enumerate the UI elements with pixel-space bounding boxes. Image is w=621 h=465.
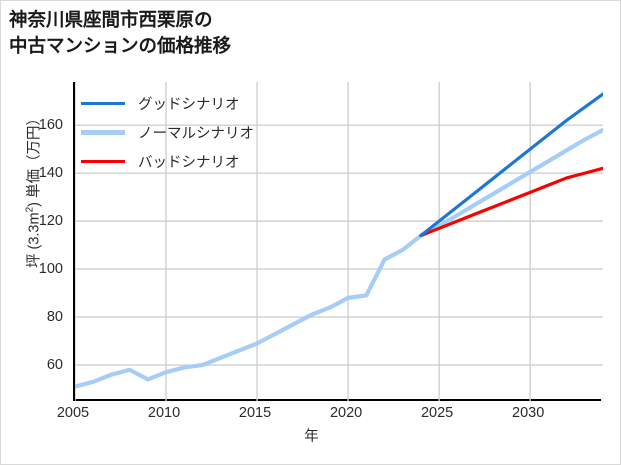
y-axis-title-prefix: 坪 (3.3m bbox=[26, 212, 43, 269]
plot-area bbox=[73, 82, 603, 401]
y-tick-100: 100 bbox=[38, 261, 63, 278]
x-tick-2025: 2025 bbox=[420, 405, 454, 421]
x-tick-2010: 2010 bbox=[147, 405, 181, 421]
y-tick-140: 140 bbox=[38, 165, 63, 182]
x-axis-tick-labels: 2005 2010 2015 2020 2025 2030 bbox=[1, 405, 620, 429]
legend-color-swatch bbox=[81, 130, 125, 135]
chart-legend: グッドシナリオ ノーマルシナリオ バッドシナリオ bbox=[81, 89, 296, 176]
legend-color-swatch bbox=[81, 101, 125, 106]
legend-item-1[interactable]: ノーマルシナリオ bbox=[81, 118, 296, 147]
y-axis-title-superscript: 2 bbox=[24, 206, 36, 213]
x-tick-2005: 2005 bbox=[56, 405, 90, 421]
y-axis-title-suffix: ) 単価（万円） bbox=[26, 111, 43, 207]
legend-label: グッドシナリオ bbox=[138, 97, 240, 113]
series-line-グッドシナリオ bbox=[419, 92, 603, 238]
y-axis-tick-labels: 60 80 100 120 140 160 bbox=[1, 1, 69, 464]
legend-item-0[interactable]: グッドシナリオ bbox=[81, 89, 296, 118]
y-tick-80: 80 bbox=[46, 309, 63, 326]
x-axis-title: 年 bbox=[304, 429, 319, 445]
y-axis-title: 坪 (3.3m2) 単価（万円） bbox=[23, 60, 44, 320]
chart-plot-svg bbox=[75, 82, 603, 401]
y-tick-160: 160 bbox=[38, 117, 63, 134]
gridlines bbox=[75, 82, 603, 401]
x-tick-2015: 2015 bbox=[238, 405, 272, 421]
y-tick-60: 60 bbox=[46, 357, 63, 374]
legend-color-swatch bbox=[81, 159, 125, 164]
y-tick-120: 120 bbox=[38, 213, 63, 230]
x-tick-2020: 2020 bbox=[329, 405, 363, 421]
series-line-バッドシナリオ bbox=[419, 166, 603, 238]
x-tick-2030: 2030 bbox=[512, 405, 545, 421]
series-lines bbox=[75, 92, 603, 389]
legend-label: バッドシナリオ bbox=[138, 155, 240, 171]
series-line-ノーマルシナリオ bbox=[75, 127, 603, 389]
legend-item-2[interactable]: バッドシナリオ bbox=[81, 147, 296, 176]
legend-label: ノーマルシナリオ bbox=[138, 126, 254, 142]
chart-title: 神奈川県座間市西栗原の 中古マンションの価格推移 bbox=[9, 9, 232, 56]
